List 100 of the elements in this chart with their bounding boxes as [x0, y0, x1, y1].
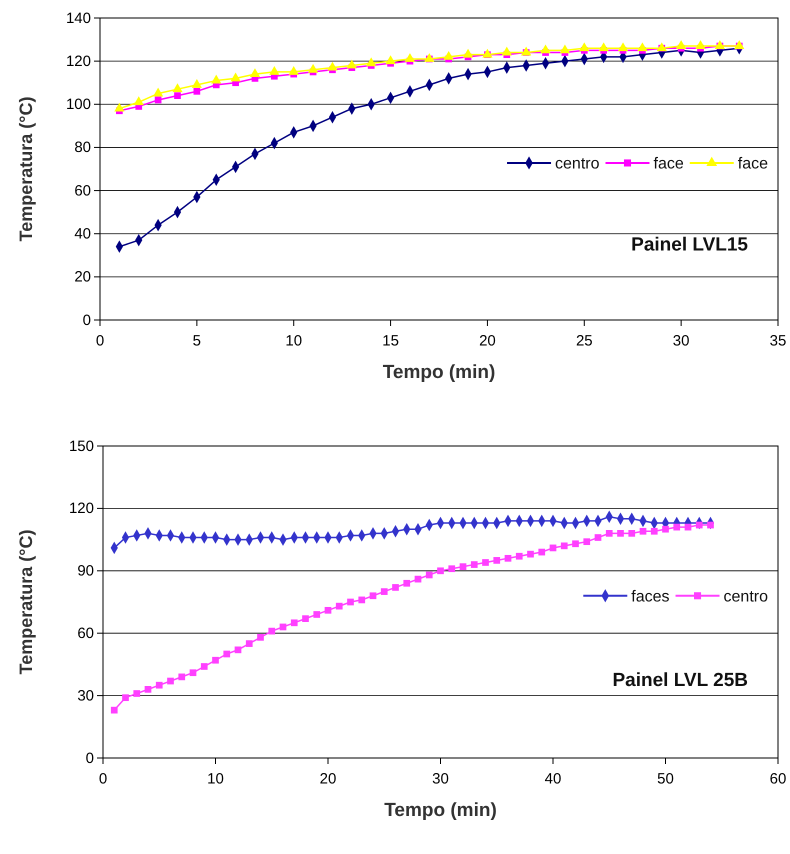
- x-tick-label: 20: [479, 332, 496, 350]
- point: [618, 42, 628, 52]
- legend-label: face: [738, 156, 768, 173]
- point: [504, 554, 512, 562]
- point: [223, 650, 230, 658]
- point: [269, 66, 280, 75]
- point: [370, 592, 376, 600]
- point: [650, 528, 658, 535]
- point: [288, 66, 299, 75]
- x-tick-label: 50: [657, 770, 674, 788]
- point: [502, 46, 512, 56]
- point: [324, 606, 332, 614]
- x-tick-label: 5: [192, 332, 202, 350]
- x-tick-label: 60: [770, 770, 786, 788]
- legend-label: faces: [631, 588, 670, 606]
- point: [676, 40, 686, 49]
- point: [346, 60, 357, 68]
- point: [133, 690, 140, 697]
- y-tick-label: 140: [66, 10, 91, 27]
- point: [268, 628, 276, 634]
- point: [598, 42, 609, 52]
- point: [178, 674, 186, 680]
- point: [200, 663, 208, 670]
- point: [426, 572, 433, 578]
- point: [424, 53, 434, 62]
- legend-label: face: [654, 156, 684, 173]
- point: [516, 552, 523, 560]
- point: [594, 534, 602, 541]
- y-tick-label: 30: [77, 687, 94, 704]
- y-tick-label: 80: [74, 139, 91, 156]
- y-tick-label: 20: [74, 268, 91, 286]
- point: [684, 524, 692, 530]
- point: [714, 40, 725, 49]
- point: [662, 526, 669, 533]
- point: [156, 682, 163, 689]
- x-tick-label: 30: [672, 332, 690, 350]
- point: [448, 565, 456, 572]
- point: [192, 78, 202, 88]
- point: [460, 563, 466, 570]
- point: [380, 588, 388, 595]
- point: [493, 557, 500, 564]
- y-tick-label: 120: [68, 500, 94, 518]
- point: [540, 44, 551, 54]
- point: [230, 72, 241, 82]
- point: [144, 686, 152, 693]
- point: [167, 678, 174, 684]
- point: [403, 580, 410, 587]
- point: [172, 83, 183, 92]
- x-tick-label: 0: [98, 770, 108, 788]
- y-tick-label: 120: [66, 52, 91, 70]
- point: [308, 64, 318, 73]
- x-tick-label: 35: [770, 332, 786, 350]
- point: [110, 706, 118, 714]
- y-axis-title: Temperatura (°C): [16, 96, 36, 242]
- point: [174, 92, 181, 100]
- x-tick-label: 10: [285, 332, 302, 350]
- point: [617, 530, 624, 537]
- point: [257, 634, 264, 641]
- point: [734, 40, 744, 49]
- x-tick-label: 20: [320, 770, 336, 788]
- point: [358, 596, 366, 604]
- point: [134, 96, 144, 106]
- point: [246, 640, 253, 647]
- point: [313, 611, 320, 618]
- y-tick-label: 100: [66, 96, 91, 114]
- point: [637, 42, 648, 52]
- y-tick-label: 0: [86, 750, 94, 767]
- y-tick-label: 60: [77, 625, 94, 642]
- point: [482, 48, 493, 58]
- x-tick-label: 40: [544, 770, 562, 788]
- x-axis-title: Tempo (min): [384, 800, 497, 821]
- y-tick-label: 150: [68, 438, 94, 455]
- point: [347, 598, 354, 606]
- point: [280, 624, 286, 630]
- point: [194, 88, 200, 95]
- y-tick-label: 40: [74, 226, 91, 243]
- point: [327, 62, 338, 71]
- point: [560, 542, 568, 550]
- point: [628, 530, 636, 537]
- point: [527, 550, 534, 558]
- point: [122, 694, 129, 702]
- point: [462, 48, 474, 58]
- point: [579, 42, 590, 52]
- point: [560, 44, 570, 54]
- x-tick-label: 10: [207, 770, 224, 788]
- point: [366, 57, 376, 66]
- point: [695, 40, 706, 49]
- point: [437, 567, 444, 574]
- y-tick-label: 0: [82, 312, 91, 329]
- y-tick-label: 60: [74, 182, 91, 200]
- point: [153, 88, 164, 96]
- point: [392, 584, 399, 591]
- x-tick-label: 0: [96, 332, 104, 350]
- y-tick-label: 90: [77, 562, 94, 580]
- point: [302, 615, 309, 622]
- x-tick-label: 15: [382, 332, 399, 350]
- point: [583, 538, 590, 546]
- point: [190, 669, 196, 676]
- point: [550, 544, 556, 552]
- point: [212, 656, 219, 664]
